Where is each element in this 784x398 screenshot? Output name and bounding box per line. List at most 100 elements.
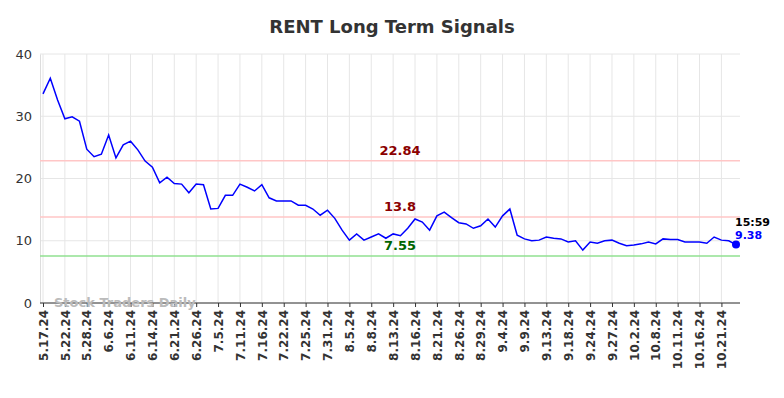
x-tick: 6.6.24 [102, 303, 116, 353]
grid-line-x [349, 54, 350, 303]
x-tick: 5.17.24 [37, 303, 51, 361]
grid-line-x [305, 54, 306, 303]
x-tick: 6.21.24 [168, 303, 182, 361]
x-tick-label: 6.6.24 [102, 310, 116, 353]
x-tick-label: 7.22.24 [277, 310, 291, 361]
x-tick-label: 8.13.24 [387, 310, 401, 361]
x-tick: 8.8.24 [365, 303, 379, 353]
x-tick: 5.28.24 [80, 303, 94, 361]
last-value-label: 9.38 [735, 229, 762, 242]
x-tick-mark [524, 303, 525, 307]
grid-line-y [40, 178, 740, 179]
x-tick-label: 9.27.24 [606, 310, 620, 361]
grid-line-x [393, 54, 394, 303]
x-tick-label: 9.24.24 [584, 310, 598, 361]
x-tick: 8.5.24 [343, 303, 357, 353]
y-tick: 0 [24, 296, 40, 311]
x-tick-mark [284, 303, 285, 307]
grid-line-y [40, 54, 740, 55]
x-tick: 9.9.24 [518, 303, 532, 353]
x-tick-label: 6.26.24 [190, 310, 204, 361]
x-tick-label: 7.31.24 [321, 310, 335, 361]
x-tick-label: 7.16.24 [256, 310, 270, 361]
grid-line-x [174, 54, 175, 303]
grid-line-x [590, 54, 591, 303]
x-tick-label: 8.8.24 [365, 310, 379, 353]
x-tick-label: 9.9.24 [518, 310, 532, 353]
x-tick: 8.13.24 [387, 303, 401, 361]
x-tick: 7.22.24 [277, 303, 291, 361]
x-tick-label: 10.21.24 [715, 310, 729, 369]
x-tick-label: 5.28.24 [80, 310, 94, 361]
grid-line-x [130, 54, 131, 303]
reference-label: 13.8 [384, 199, 416, 214]
grid [40, 54, 740, 303]
reference-label: 22.84 [379, 143, 420, 158]
x-tick-mark [262, 303, 263, 307]
x-tick-mark [634, 303, 635, 307]
x-tick-label: 8.5.24 [343, 310, 357, 353]
x-tick: 9.4.24 [496, 303, 510, 353]
x-tick: 7.31.24 [321, 303, 335, 361]
y-tick-label: 20 [15, 171, 32, 186]
grid-line-x [655, 54, 656, 303]
x-tick: 6.11.24 [124, 303, 138, 361]
x-tick-mark [568, 303, 569, 307]
x-tick-label: 5.17.24 [37, 310, 51, 361]
x-tick-label: 10.8.24 [649, 310, 663, 361]
x-tick-mark [721, 303, 722, 307]
grid-line-x [568, 54, 569, 303]
x-tick-label: 8.29.24 [474, 310, 488, 361]
grid-line-x [415, 54, 416, 303]
x-tick-mark [503, 303, 504, 307]
x-tick-label: 9.13.24 [540, 310, 554, 361]
x-tick-mark [415, 303, 416, 307]
x-tick-label: 8.16.24 [409, 310, 423, 361]
x-tick: 5.22.24 [59, 303, 73, 361]
x-tick-mark [481, 303, 482, 307]
x-tick-mark [546, 303, 547, 307]
x-tick: 8.29.24 [474, 303, 488, 361]
x-tick-mark [306, 303, 307, 307]
grid-line-x [699, 54, 700, 303]
y-tick: 40 [15, 47, 40, 62]
grid-line-x [721, 54, 722, 303]
x-tick-mark [459, 303, 460, 307]
grid-line-x [546, 54, 547, 303]
x-tick-label: 5.22.24 [59, 310, 73, 361]
x-tick: 8.16.24 [409, 303, 423, 361]
y-tick-label: 0 [24, 296, 32, 311]
x-tick: 10.2.24 [628, 303, 642, 361]
x-tick-mark [218, 303, 219, 307]
last-point [732, 241, 740, 249]
reference-line [40, 216, 740, 218]
x-tick: 10.11.24 [671, 303, 685, 369]
grid-line-x [458, 54, 459, 303]
x-tick-label: 9.18.24 [562, 310, 576, 361]
y-tick-label: 10 [15, 233, 32, 248]
grid-line-x [196, 54, 197, 303]
x-tick-label: 6.14.24 [146, 310, 160, 361]
x-tick-mark [327, 303, 328, 307]
x-tick-mark [612, 303, 613, 307]
grid-line-x [677, 54, 678, 303]
price-line [43, 78, 736, 250]
x-tick: 10.8.24 [649, 303, 663, 361]
grid-line-x [524, 54, 525, 303]
grid-line-y [40, 116, 740, 117]
grid-line-x [108, 54, 109, 303]
y-tick: 10 [15, 233, 40, 248]
x-tick-mark [678, 303, 679, 307]
x-tick-label: 6.21.24 [168, 310, 182, 361]
x-tick: 9.24.24 [584, 303, 598, 361]
x-tick-mark [240, 303, 241, 307]
x-axis: 5.17.24 5.22.24 5.28.24 6.6.24 6.11.24 6.14.2… [37, 303, 740, 369]
y-tick-label: 30 [15, 109, 32, 124]
grid-line-x [152, 54, 153, 303]
x-tick-label: 7.25.24 [299, 310, 313, 361]
grid-line-x [86, 54, 87, 303]
x-tick: 9.13.24 [540, 303, 554, 361]
grid-line-x [633, 54, 634, 303]
x-tick-mark [437, 303, 438, 307]
grid-line-x [261, 54, 262, 303]
